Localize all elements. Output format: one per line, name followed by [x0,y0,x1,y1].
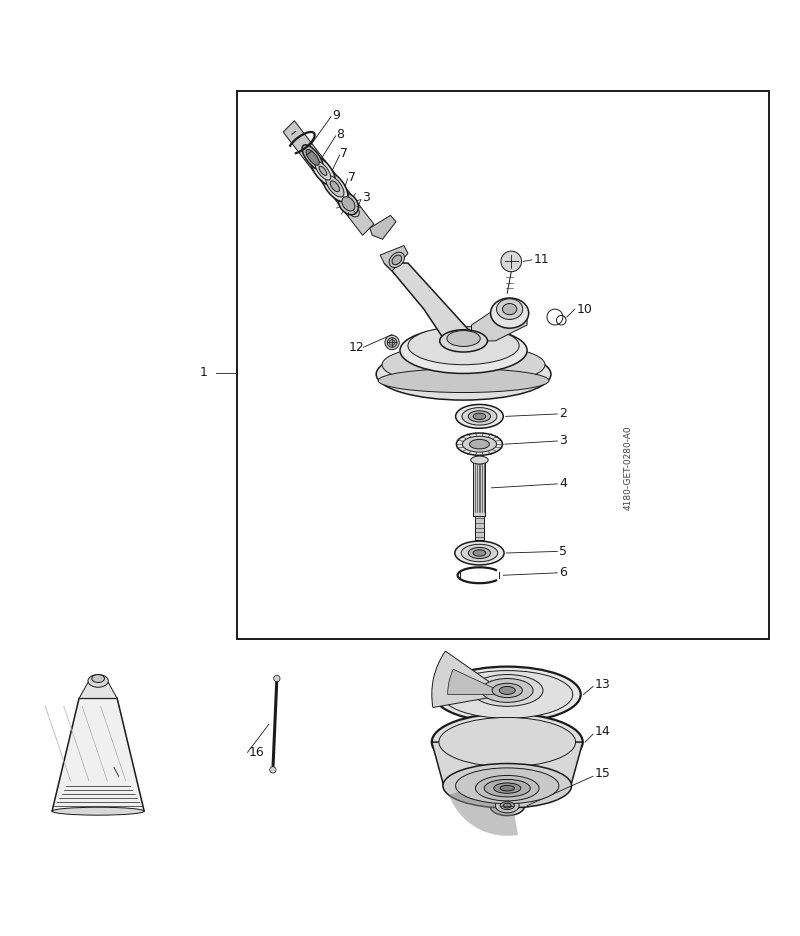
Ellipse shape [461,544,498,562]
Ellipse shape [408,327,519,365]
Ellipse shape [468,411,490,422]
Text: 14: 14 [594,725,610,739]
Ellipse shape [319,167,327,175]
Text: 11: 11 [534,254,550,267]
Ellipse shape [499,686,515,695]
Ellipse shape [342,197,355,211]
Ellipse shape [497,299,522,319]
Ellipse shape [326,176,344,197]
Polygon shape [474,516,484,539]
Bar [237,91,770,638]
Ellipse shape [482,679,533,702]
Ellipse shape [439,718,575,767]
Polygon shape [79,682,117,698]
Ellipse shape [484,780,530,797]
Ellipse shape [310,156,335,185]
Ellipse shape [490,796,525,815]
Ellipse shape [376,348,551,400]
Ellipse shape [434,666,581,723]
Ellipse shape [470,456,488,464]
Ellipse shape [473,549,486,556]
Ellipse shape [52,807,144,815]
Ellipse shape [432,713,582,770]
Wedge shape [432,651,507,708]
Ellipse shape [382,344,545,386]
Circle shape [274,676,280,681]
Ellipse shape [390,340,395,345]
Ellipse shape [462,436,497,452]
Ellipse shape [385,335,399,350]
Ellipse shape [470,439,490,449]
Text: 5: 5 [559,545,567,558]
Ellipse shape [306,150,319,166]
Ellipse shape [349,205,359,217]
Ellipse shape [389,252,405,268]
Ellipse shape [88,675,108,687]
Text: 3: 3 [362,191,370,204]
Polygon shape [471,309,527,341]
Text: 13: 13 [594,678,610,691]
Ellipse shape [392,255,402,265]
Ellipse shape [322,171,348,202]
Text: 4180-GET-0280-A0: 4180-GET-0280-A0 [623,426,633,510]
Polygon shape [384,263,471,344]
Ellipse shape [456,404,503,429]
Ellipse shape [302,145,323,170]
Ellipse shape [502,303,517,314]
Ellipse shape [447,330,480,346]
Wedge shape [449,774,518,836]
Text: 16: 16 [249,746,265,759]
Ellipse shape [503,803,511,808]
Circle shape [501,251,522,271]
Ellipse shape [500,785,514,791]
Ellipse shape [471,675,543,707]
Text: 8: 8 [337,128,345,140]
Text: 7: 7 [348,170,356,183]
Polygon shape [283,121,374,235]
Ellipse shape [338,193,358,214]
Polygon shape [52,698,144,812]
Circle shape [270,767,276,773]
Ellipse shape [443,764,571,808]
Polygon shape [432,742,582,786]
Ellipse shape [378,369,549,392]
Text: 12: 12 [348,341,364,354]
Ellipse shape [456,768,559,804]
Ellipse shape [475,775,539,801]
Ellipse shape [495,798,519,812]
Polygon shape [370,215,396,240]
Text: 1: 1 [200,366,208,379]
Ellipse shape [442,670,573,718]
Text: 6: 6 [559,566,566,579]
Text: 9: 9 [333,109,340,122]
Ellipse shape [440,329,487,352]
Ellipse shape [315,162,330,180]
Ellipse shape [457,433,502,455]
Text: 15: 15 [594,768,610,781]
Ellipse shape [490,298,529,329]
Ellipse shape [387,338,397,347]
Ellipse shape [92,675,105,682]
Ellipse shape [462,407,497,425]
Ellipse shape [468,548,490,559]
Text: 2: 2 [559,407,566,420]
Ellipse shape [494,783,521,794]
Text: 17: 17 [120,769,136,782]
Text: 10: 10 [576,302,592,315]
Text: 7: 7 [341,147,349,160]
Ellipse shape [492,683,522,697]
Text: 4: 4 [559,477,566,490]
Ellipse shape [330,181,339,192]
Polygon shape [380,245,408,271]
Ellipse shape [473,413,486,419]
Wedge shape [448,669,507,695]
Ellipse shape [455,541,504,565]
Polygon shape [474,461,486,516]
Ellipse shape [400,328,527,373]
Text: 3: 3 [559,434,566,447]
Ellipse shape [500,801,514,810]
